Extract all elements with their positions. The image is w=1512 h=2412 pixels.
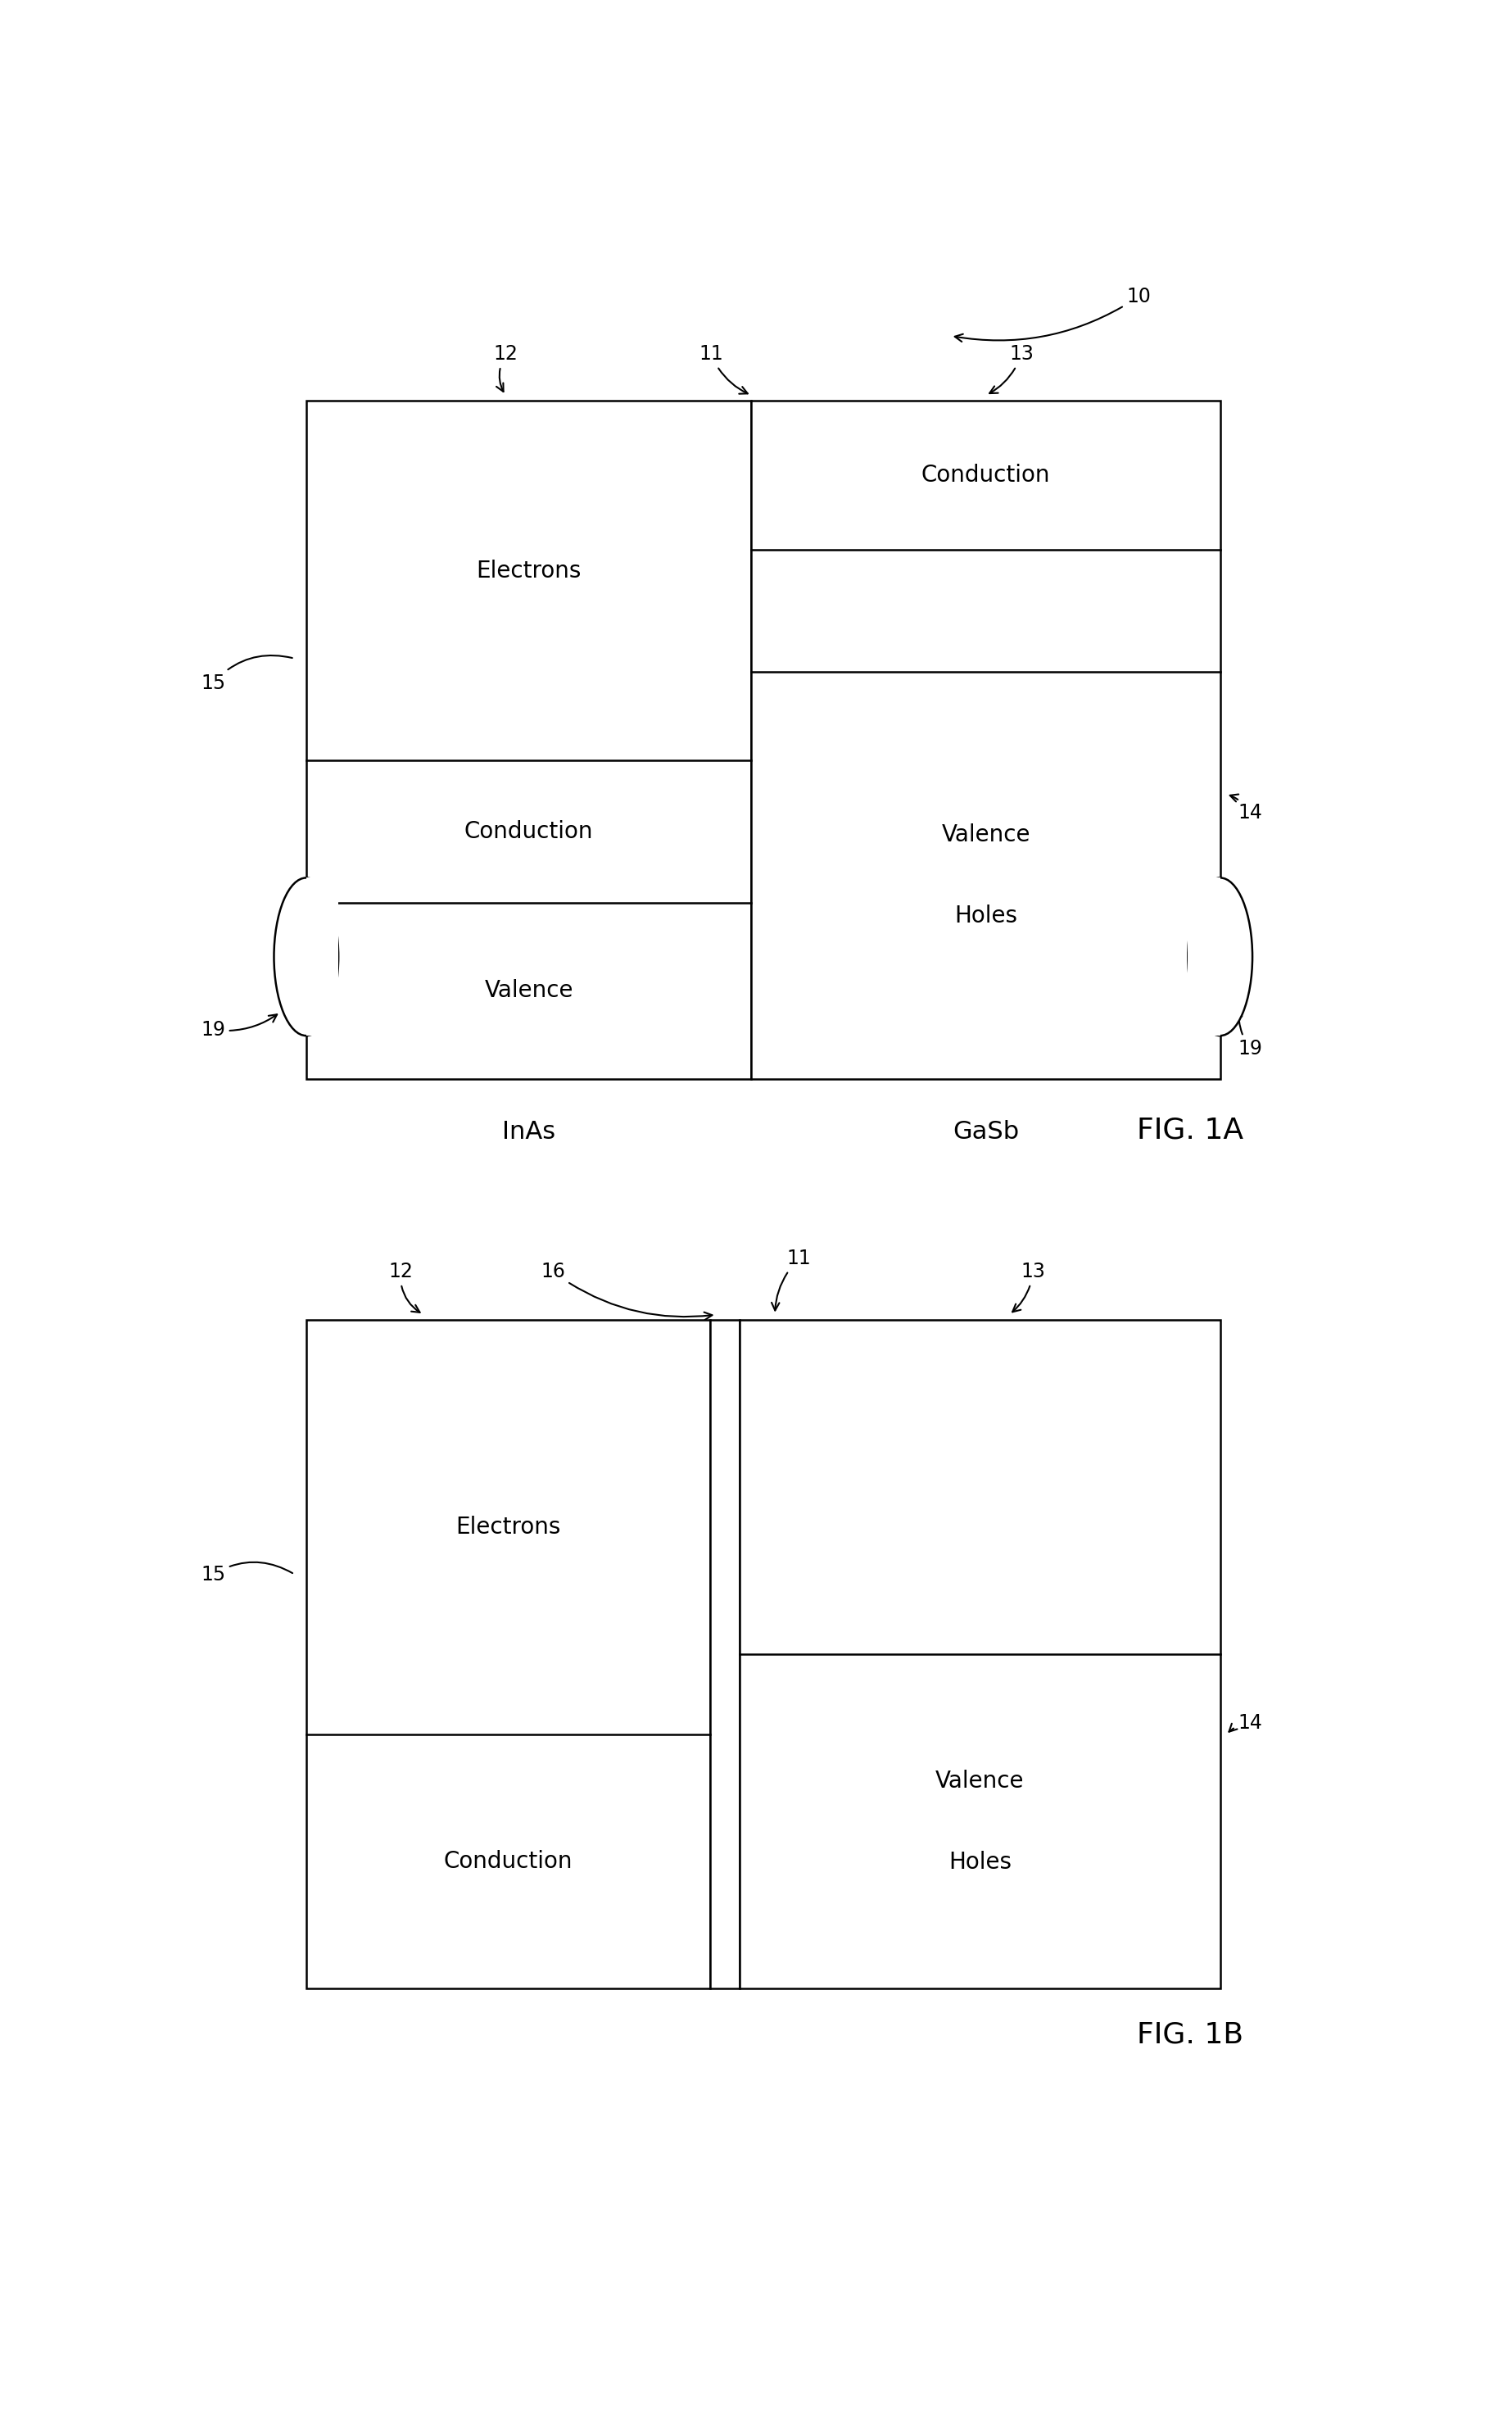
Text: Conduction: Conduction [464,820,593,842]
Bar [751,400,1220,1078]
Bar [739,1319,1220,1990]
Text: FIG. 1A: FIG. 1A [1137,1117,1243,1143]
Text: Holes: Holes [948,1850,1012,1874]
Text: 10: 10 [954,287,1151,343]
Text: 14: 14 [1229,794,1263,822]
Text: 12: 12 [389,1261,420,1312]
Text: 11: 11 [699,345,747,393]
Text: 13: 13 [989,345,1034,393]
Bar [305,878,339,1035]
Text: Conduction: Conduction [445,1850,573,1874]
Text: Electrons: Electrons [455,1517,561,1539]
Bar [711,1319,739,1990]
Text: InAs: InAs [502,1119,555,1143]
Text: Valence: Valence [936,1770,1025,1792]
Text: 12: 12 [493,345,519,391]
Text: 14: 14 [1229,1713,1263,1732]
Text: Conduction: Conduction [921,463,1051,487]
Text: 19: 19 [201,1015,277,1040]
Text: 15: 15 [201,656,292,692]
Text: Valence: Valence [942,822,1030,847]
Ellipse shape [1188,878,1252,1035]
Text: FIG. 1B: FIG. 1B [1137,2021,1243,2048]
Text: Holes: Holes [954,904,1018,929]
Text: 19: 19 [1234,1008,1263,1059]
Text: GaSb: GaSb [953,1119,1019,1143]
Text: Electrons: Electrons [476,560,582,584]
Bar [305,400,751,1078]
Text: Valence: Valence [484,979,573,1001]
Text: 11: 11 [771,1249,810,1310]
Bar [1188,878,1220,1035]
Text: 13: 13 [1013,1261,1045,1312]
Text: 15: 15 [201,1563,292,1585]
Text: 16: 16 [540,1261,712,1319]
Bar [305,1319,711,1990]
Ellipse shape [274,878,339,1035]
